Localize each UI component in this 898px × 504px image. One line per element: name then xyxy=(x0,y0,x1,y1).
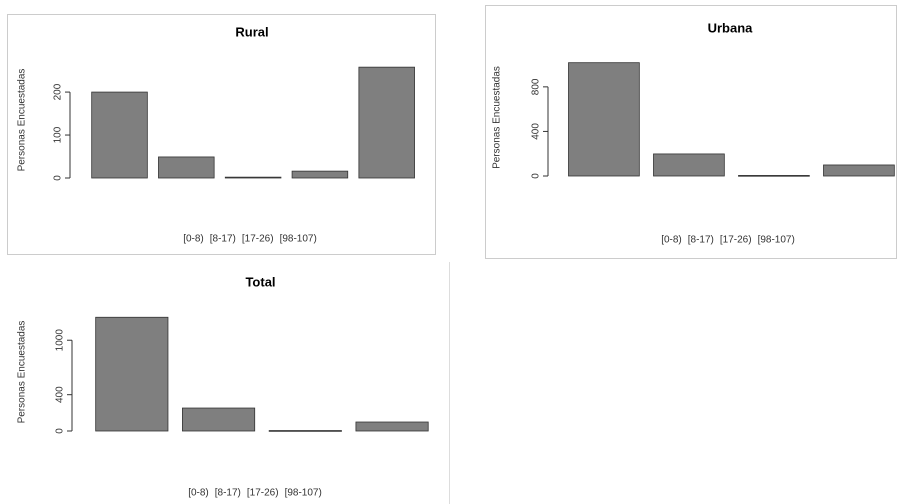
bar xyxy=(91,91,148,179)
bar xyxy=(158,156,215,179)
y-tick-label: 200 xyxy=(53,83,64,100)
bar xyxy=(823,164,895,177)
x-tick-label: [98-107) xyxy=(280,234,317,245)
x-tick-label: [17-26) xyxy=(720,235,752,246)
y-tick-label: 0 xyxy=(53,175,64,181)
y-tick-label: 400 xyxy=(55,386,66,403)
y-tick-label: 1000 xyxy=(55,329,66,352)
bar xyxy=(355,421,429,432)
x-tick-label: [0-8) xyxy=(188,488,209,499)
y-tick-label: 0 xyxy=(55,428,66,434)
chart-title: Urbana xyxy=(708,20,754,35)
bar xyxy=(291,170,349,179)
bar xyxy=(738,175,810,177)
y-axis-label: Personas Encuestadas xyxy=(17,69,28,172)
x-tick-label: [8-17) xyxy=(215,488,241,499)
x-tick-label: [17-26) xyxy=(242,234,274,245)
bar xyxy=(568,62,640,177)
y-tick-label: 100 xyxy=(53,126,64,143)
bar xyxy=(653,153,725,177)
x-tick-label: [0-8) xyxy=(183,234,204,245)
panel-frame xyxy=(485,5,897,259)
y-tick-label: 800 xyxy=(531,78,542,95)
bar xyxy=(268,430,342,432)
panel-frame xyxy=(7,14,436,255)
y-axis-label: Personas Encuestadas xyxy=(492,66,503,169)
y-axis-label: Personas Encuestadas xyxy=(17,321,28,424)
bar xyxy=(224,176,282,179)
x-tick-label: [98-107) xyxy=(285,488,322,499)
x-tick-label: [8-17) xyxy=(210,234,236,245)
bar xyxy=(358,66,415,179)
x-tick-label: [17-26) xyxy=(247,488,279,499)
bar xyxy=(182,407,256,432)
y-tick-label: 0 xyxy=(531,173,542,179)
x-tick-label: [98-107) xyxy=(758,235,795,246)
y-tick-label: 400 xyxy=(531,123,542,140)
x-tick-label: [0-8) xyxy=(661,235,682,246)
x-tick-label: [8-17) xyxy=(688,235,714,246)
bar xyxy=(95,316,169,432)
chart-title: Total xyxy=(245,274,275,289)
chart-title: Rural xyxy=(235,24,268,39)
